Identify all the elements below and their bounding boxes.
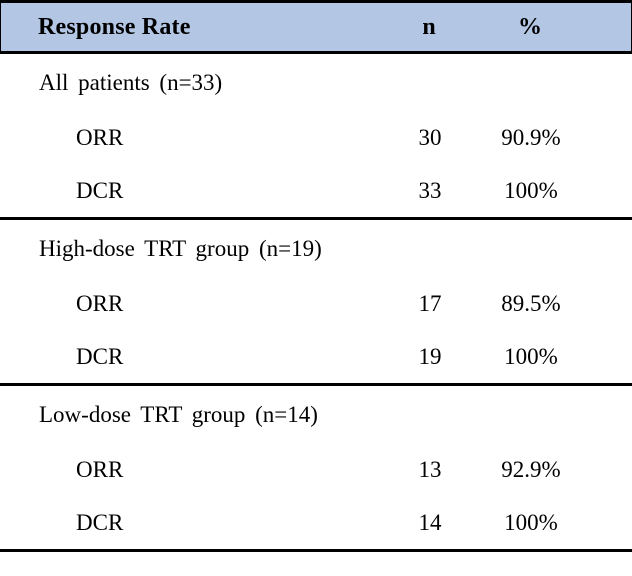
table-row: ORR 30 90.9% bbox=[0, 111, 632, 164]
pct-value: 100% bbox=[504, 343, 558, 369]
row-label: DCR bbox=[76, 343, 124, 369]
pct-value: 90.9% bbox=[501, 124, 561, 150]
group-title-row: Low-dose TRT group (n=14) bbox=[0, 386, 632, 443]
group-title: High-dose TRT group (n=19) bbox=[39, 235, 322, 261]
row-label: DCR bbox=[76, 509, 124, 535]
row-label: ORR bbox=[76, 124, 124, 150]
group-title-row: All patients (n=33) bbox=[0, 54, 632, 111]
n-value: 14 bbox=[418, 509, 442, 535]
section-all-patients: All patients (n=33) ORR 30 90.9% DCR 33 … bbox=[0, 54, 632, 220]
row-label: ORR bbox=[76, 290, 124, 316]
n-value: 19 bbox=[418, 343, 442, 369]
group-title: Low-dose TRT group (n=14) bbox=[39, 401, 318, 427]
bottom-margin bbox=[0, 552, 632, 563]
table-header-row: Response Rate n % bbox=[0, 0, 632, 54]
response-rate-table: Response Rate n % All patients (n=33) OR… bbox=[0, 0, 632, 563]
section-high-dose: High-dose TRT group (n=19) ORR 17 89.5% … bbox=[0, 220, 632, 386]
column-header-n: n bbox=[422, 13, 436, 40]
table-row: ORR 13 92.9% bbox=[0, 443, 632, 496]
pct-value: 89.5% bbox=[501, 290, 561, 316]
pct-value: 92.9% bbox=[501, 456, 561, 482]
n-value: 30 bbox=[418, 124, 442, 150]
group-title-row: High-dose TRT group (n=19) bbox=[0, 220, 632, 277]
row-label: DCR bbox=[76, 177, 124, 203]
row-label: ORR bbox=[76, 456, 124, 482]
column-header-percent: % bbox=[518, 13, 542, 40]
pct-value: 100% bbox=[504, 509, 558, 535]
n-value: 17 bbox=[418, 290, 442, 316]
table-row: ORR 17 89.5% bbox=[0, 277, 632, 330]
group-title: All patients (n=33) bbox=[39, 69, 223, 95]
table-row: DCR 33 100% bbox=[0, 164, 632, 217]
n-value: 13 bbox=[418, 456, 442, 482]
table-title: Response Rate bbox=[38, 13, 191, 40]
pct-value: 100% bbox=[504, 177, 558, 203]
section-low-dose: Low-dose TRT group (n=14) ORR 13 92.9% D… bbox=[0, 386, 632, 552]
n-value: 33 bbox=[418, 177, 442, 203]
table-row: DCR 14 100% bbox=[0, 496, 632, 549]
table-row: DCR 19 100% bbox=[0, 330, 632, 383]
